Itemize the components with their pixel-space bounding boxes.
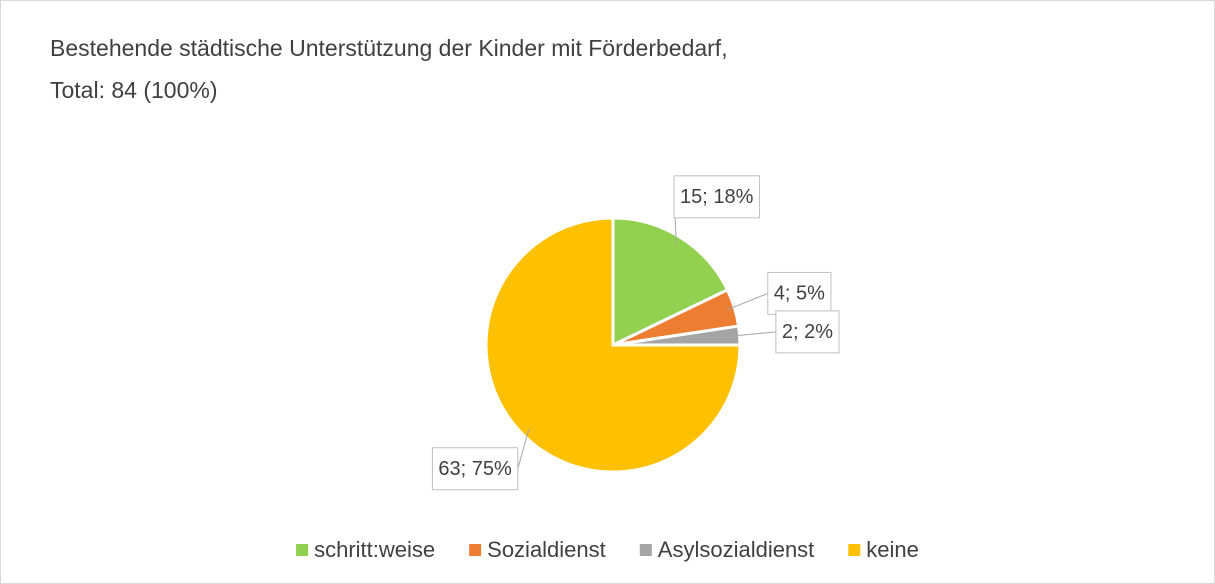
data-label-box <box>767 271 832 315</box>
pie-slice <box>611 216 730 348</box>
leader-line <box>726 292 768 311</box>
data-label-box <box>431 447 519 491</box>
legend-label: schritt:weise <box>314 537 435 562</box>
leader-line <box>731 331 776 337</box>
legend-marker <box>848 544 861 556</box>
chart-subtitle: Total: 84 (100%) <box>50 77 217 103</box>
data-label: 4; 5% <box>774 283 825 305</box>
data-label: 63; 75% <box>438 458 512 480</box>
data-label-box <box>775 310 840 354</box>
legend-label: Asylsozialdienst <box>658 537 815 562</box>
data-label-box <box>673 175 760 219</box>
legend-marker <box>469 544 482 556</box>
data-label: 15; 18% <box>680 186 754 208</box>
chart-title: Bestehende städtische Unterstützung der … <box>50 35 728 61</box>
legend-label: keine <box>866 537 919 562</box>
leader-line <box>517 429 530 469</box>
pie-slice <box>484 216 742 474</box>
legend-label: Sozialdienst <box>487 537 606 562</box>
legend-marker <box>639 544 652 556</box>
data-label: 2; 2% <box>782 321 833 343</box>
legend-marker <box>296 544 309 556</box>
